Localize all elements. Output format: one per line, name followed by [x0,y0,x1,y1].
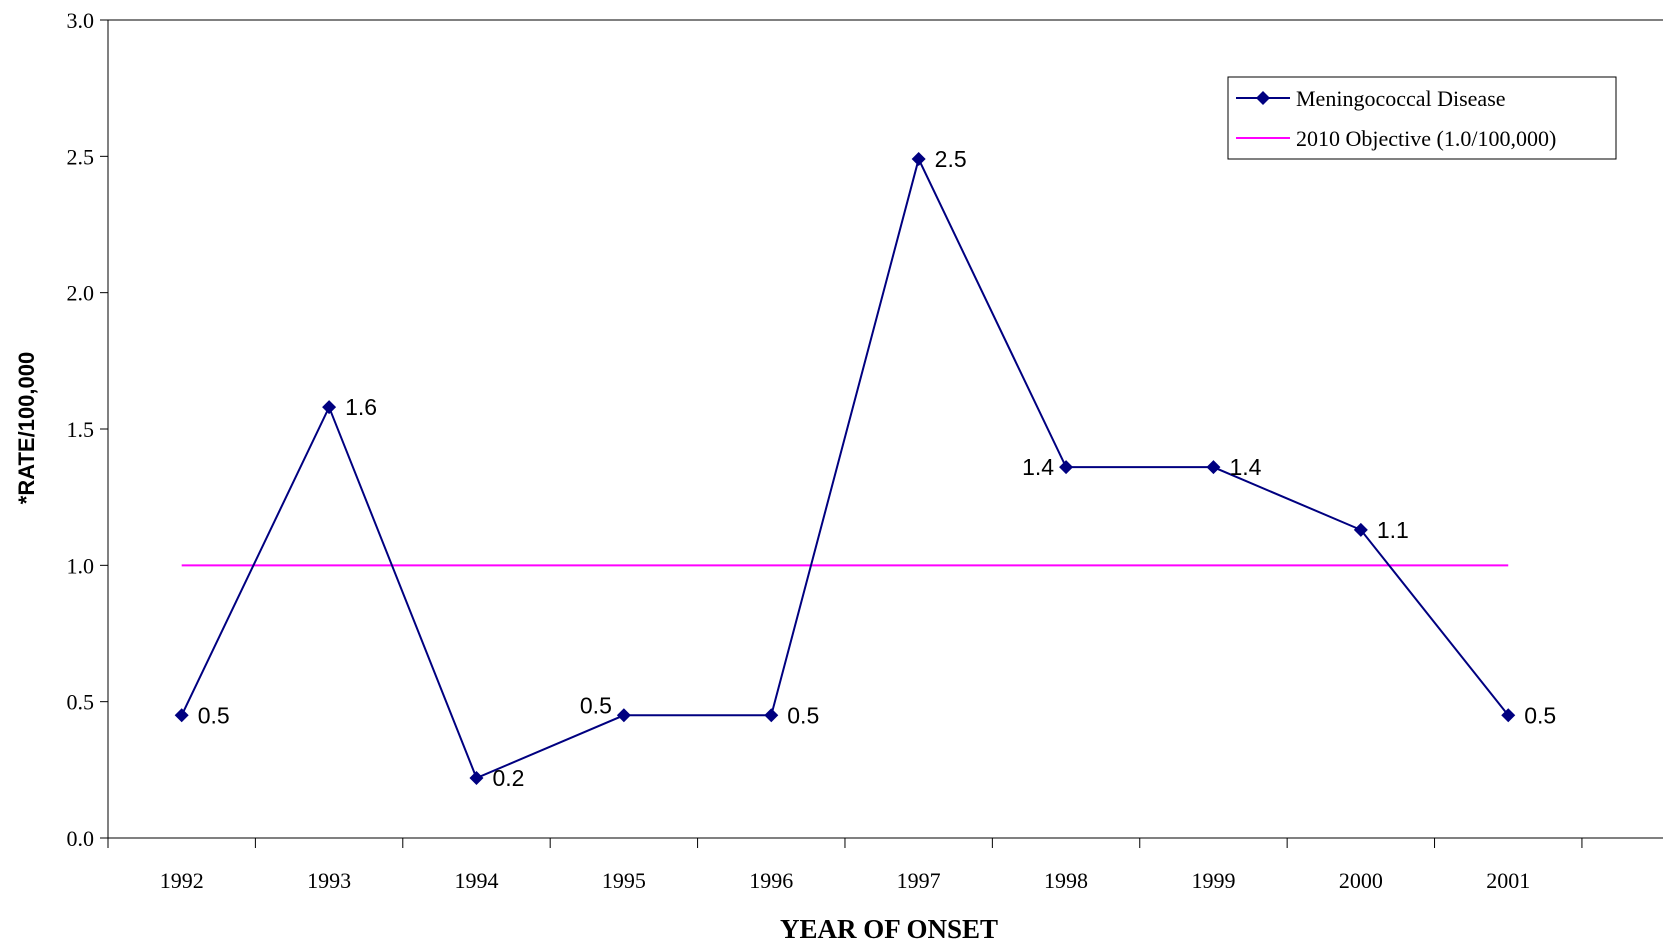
y-tick-label: 1.0 [67,553,95,578]
data-label: 1.4 [1022,454,1054,480]
y-axis-title: *RATE/100,000 [14,352,39,504]
data-label: 0.5 [580,692,612,718]
disease-point [469,771,484,786]
data-label: 0.5 [1524,702,1556,728]
y-tick-label: 0.5 [67,690,95,715]
x-tick-label: 1996 [749,868,793,893]
disease-point [764,708,779,723]
x-tick-label: 1999 [1191,868,1235,893]
x-tick-label: 2000 [1339,868,1383,893]
data-label: 1.4 [1229,454,1261,480]
disease-point [322,400,337,415]
disease-series [174,152,1516,786]
legend-box [1227,76,1617,160]
disease-point [1059,460,1074,475]
data-label: 1.6 [345,394,377,420]
x-tick-label: 1993 [307,868,351,893]
disease-point [1501,708,1516,723]
data-label: 0.2 [492,765,524,791]
legend-disease-label: Meningococcal Disease [1296,86,1506,111]
y-axis-ticks: 0.0 0.5 1.0 1.5 2.0 2.5 3.0 [67,8,108,851]
x-tick-label: 2001 [1486,868,1530,893]
data-labels: 0.5 1.6 0.2 0.5 0.5 2.5 1.4 1.4 1.1 0.5 [198,146,1557,791]
x-axis-title: YEAR OF ONSET [780,914,998,944]
x-tick-label: 1992 [160,868,204,893]
data-label: 2.5 [935,146,967,172]
data-label: 0.5 [198,702,230,728]
disease-point [616,708,631,723]
disease-point [1353,522,1368,537]
legend-objective-label: 2010 Objective (1.0/100,000) [1296,126,1556,151]
legend-disease-marker [1256,91,1270,105]
x-tick-label: 1998 [1044,868,1088,893]
x-tick-label: 1994 [454,868,498,893]
y-tick-label: 3.0 [67,8,95,33]
disease-line [180,156,1510,780]
y-tick-label: 2.5 [67,144,95,169]
x-tick-label: 1995 [602,868,646,893]
y-tick-label: 2.0 [67,281,95,306]
disease-point [911,152,926,167]
x-axis-ticks: 1992 1993 1994 1995 1996 1997 1998 1999 2000 2001 [107,838,1583,893]
y-tick-label: 1.5 [67,417,95,442]
disease-point [1206,460,1221,475]
x-tick-label: 1997 [897,868,941,893]
disease-point [174,708,189,723]
data-label: 0.5 [787,702,819,728]
y-tick-label: 0.0 [67,826,95,851]
legend: Meningococcal Disease 2010 Objective (1.… [1227,76,1617,160]
data-label: 1.1 [1377,517,1409,543]
